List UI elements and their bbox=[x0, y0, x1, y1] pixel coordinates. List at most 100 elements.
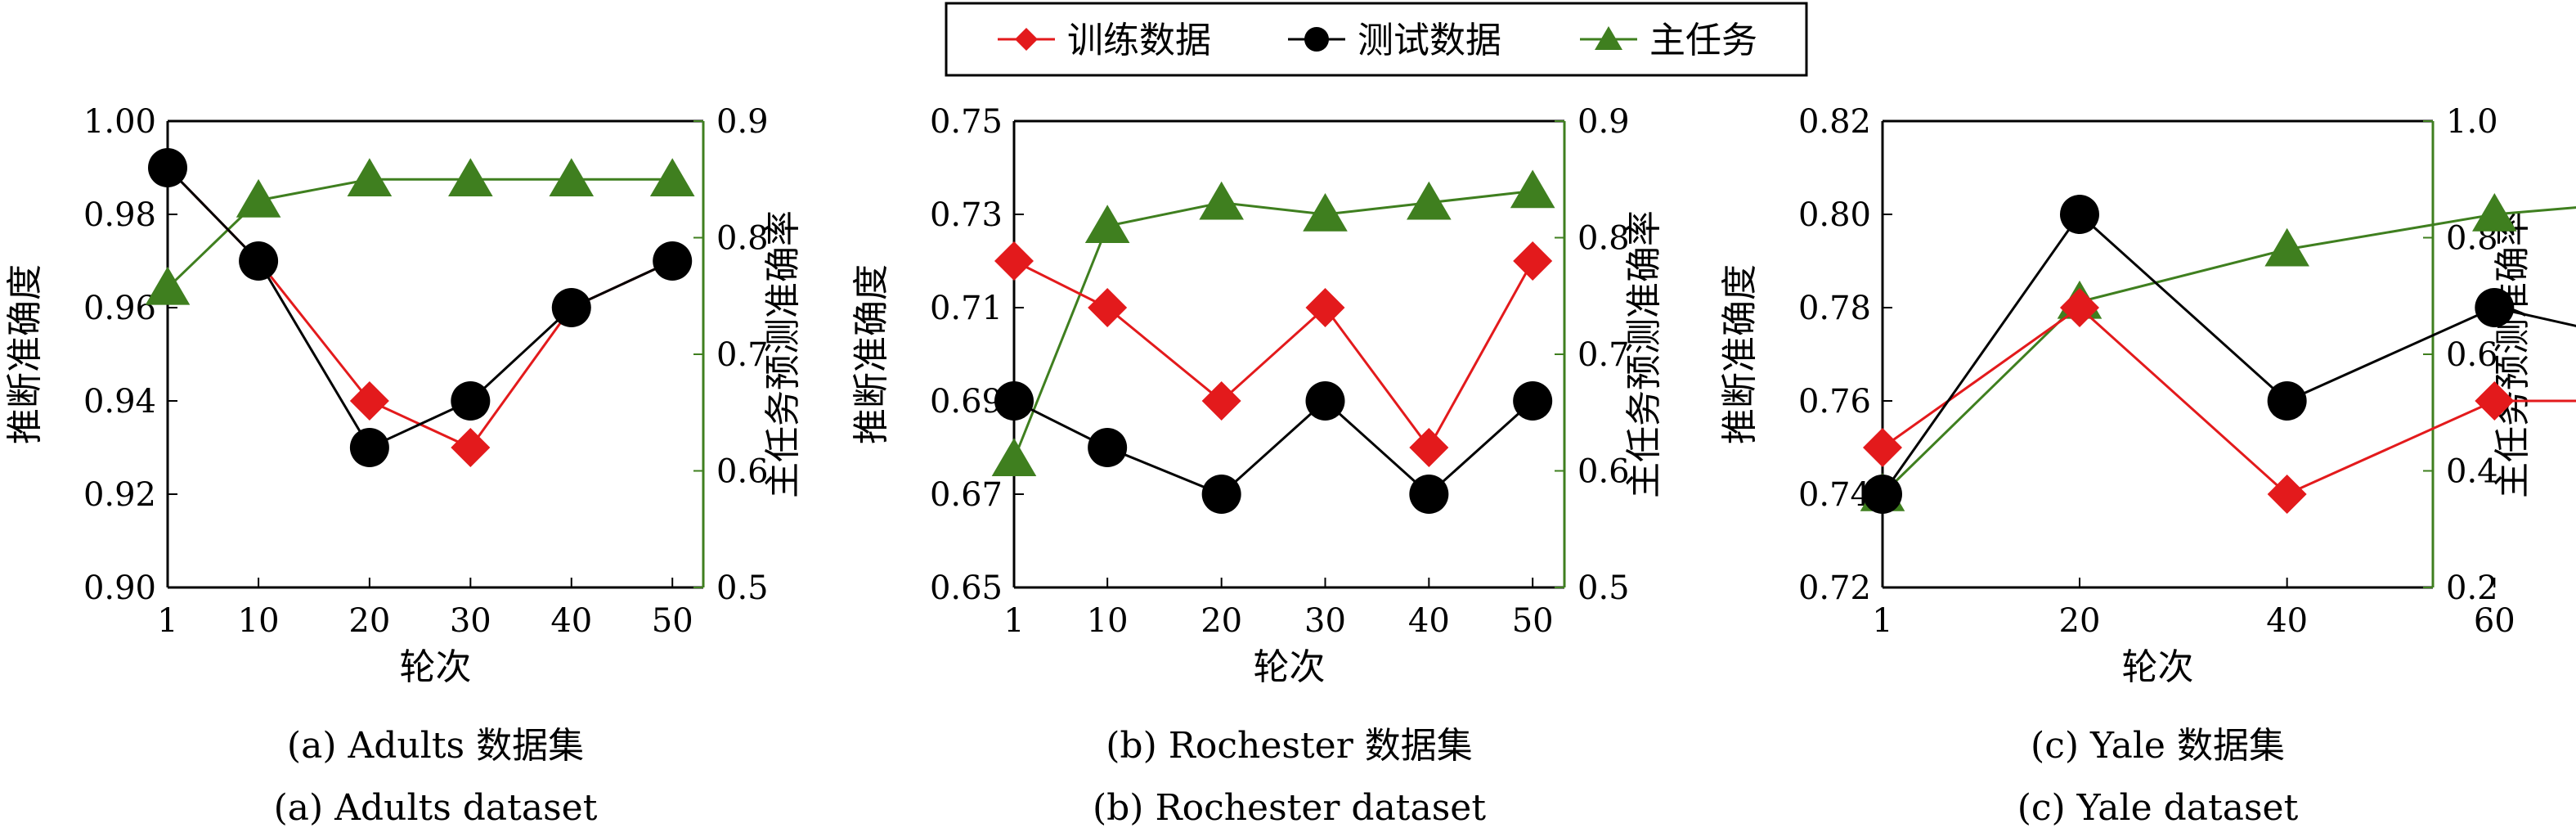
series-0 bbox=[1863, 288, 2576, 514]
x-tick-label: 1 bbox=[157, 602, 177, 640]
y-tick-label: 0.74 bbox=[1798, 476, 1871, 514]
series-0 bbox=[148, 148, 693, 467]
data-point-test bbox=[451, 381, 491, 421]
x-tick-label: 50 bbox=[652, 602, 693, 640]
series-1 bbox=[994, 381, 1553, 514]
x-tick-label: 20 bbox=[1200, 602, 1242, 640]
y-tick-label: 0.98 bbox=[83, 196, 156, 234]
legend-box bbox=[945, 2, 1808, 77]
legend-item-main: 主任务 bbox=[1580, 20, 1757, 61]
data-point-test bbox=[653, 241, 693, 281]
x-tick-label: 40 bbox=[1408, 602, 1450, 640]
x-tick-label: 60 bbox=[2474, 602, 2515, 640]
data-point-main bbox=[1510, 169, 1555, 209]
data-point-train bbox=[1088, 288, 1128, 327]
charts: 1 10 20 30 40 50 0.90 0.92 0.94 0.96 0.98 1.00 0.5 0.… bbox=[4, 103, 2576, 829]
x-tick-label: 10 bbox=[1087, 602, 1129, 640]
data-point-train bbox=[2059, 288, 2099, 327]
data-point-test bbox=[148, 148, 187, 187]
y-tick-label: 0.72 bbox=[1798, 569, 1871, 607]
y2-tick-label: 0.9 bbox=[716, 103, 769, 141]
data-point-main bbox=[1084, 205, 1130, 244]
y2-tick-label: 0.8 bbox=[1577, 220, 1630, 258]
data-point-train bbox=[1201, 381, 1241, 421]
caption-cn: (c) Yale 数据集 bbox=[2031, 725, 2285, 767]
series-line bbox=[1882, 306, 2576, 496]
y-tick-label: 0.69 bbox=[930, 383, 1003, 421]
y-tick-label: 0.67 bbox=[930, 476, 1003, 514]
data-point-train bbox=[1305, 288, 1345, 327]
data-point-test bbox=[551, 288, 591, 327]
legend: 训练数据 测试数据 主任务 bbox=[945, 2, 1808, 77]
x-tick-label: 1 bbox=[1872, 602, 1892, 640]
y2-tick-label: 0.2 bbox=[2446, 569, 2498, 607]
y-tick-label: 0.82 bbox=[1798, 103, 1871, 141]
x-tick-label: 20 bbox=[348, 602, 390, 640]
series-line bbox=[1012, 190, 1533, 460]
caption-cn: (a) Adults 数据集 bbox=[287, 725, 584, 767]
y-tick-label: 0.76 bbox=[1798, 383, 1871, 421]
y2-tick-label: 1.0 bbox=[2446, 103, 2498, 141]
y2-axis-label: 主任务预测准确率 bbox=[2492, 210, 2533, 498]
series-line bbox=[1881, 206, 2576, 496]
data-point-test bbox=[1305, 381, 1345, 421]
y2-tick-label: 0.8 bbox=[716, 220, 769, 258]
data-point-main bbox=[649, 158, 695, 197]
data-point-test bbox=[1088, 428, 1128, 467]
data-point-main bbox=[1303, 193, 1348, 232]
chart-panel-2: 1204060801000.720.740.760.780.800.820.20… bbox=[1719, 103, 2576, 829]
y-tick-label: 0.90 bbox=[83, 569, 156, 607]
y2-tick-label: 0.4 bbox=[2446, 453, 2498, 491]
y2-tick-label: 0.6 bbox=[1577, 453, 1630, 491]
y-axis-label: 推断准确度 bbox=[4, 264, 46, 444]
y-axis-label: 推断准确度 bbox=[850, 264, 892, 444]
y-tick-label: 0.80 bbox=[1798, 196, 1871, 234]
data-point-train bbox=[349, 381, 389, 421]
data-point-test bbox=[2475, 288, 2515, 327]
data-point-test bbox=[1863, 475, 1902, 514]
data-point-train bbox=[994, 241, 1034, 281]
y-tick-label: 0.75 bbox=[930, 103, 1003, 141]
data-point-train bbox=[451, 428, 491, 467]
y-tick-label: 0.71 bbox=[930, 290, 1003, 327]
x-tick-label: 30 bbox=[1304, 602, 1346, 640]
legend-item-test: 测试数据 bbox=[1288, 20, 1501, 61]
x-axis-label: 轮次 bbox=[2122, 646, 2194, 688]
y2-tick-label: 0.6 bbox=[2446, 336, 2498, 374]
data-point-test bbox=[2059, 195, 2099, 234]
series-0 bbox=[994, 241, 1553, 467]
legend-label-main: 主任务 bbox=[1649, 20, 1757, 61]
data-point-test bbox=[1409, 475, 1449, 514]
data-point-train bbox=[1863, 428, 1902, 467]
y-tick-label: 1.00 bbox=[83, 103, 156, 141]
data-point-main bbox=[145, 266, 191, 305]
x-axis-label: 轮次 bbox=[1254, 646, 1326, 688]
data-point-main bbox=[347, 158, 393, 197]
data-point-main bbox=[448, 158, 493, 197]
y2-tick-label: 0.9 bbox=[1577, 103, 1630, 141]
y2-tick-label: 0.5 bbox=[1577, 569, 1630, 607]
x-axis-label: 轮次 bbox=[400, 646, 472, 688]
y2-tick-label: 0.7 bbox=[716, 336, 769, 374]
series-line bbox=[1881, 212, 2576, 495]
y-tick-label: 0.96 bbox=[83, 290, 156, 327]
data-point-train bbox=[2267, 475, 2307, 514]
y2-tick-label: 0.6 bbox=[716, 453, 769, 491]
data-point-test bbox=[1513, 381, 1553, 421]
y2-axis-label: 主任务预测准确率 bbox=[1623, 210, 1665, 498]
data-point-test bbox=[239, 241, 279, 281]
series-1 bbox=[1863, 195, 2576, 514]
series-1 bbox=[148, 148, 693, 467]
legend-label-train: 训练数据 bbox=[1067, 20, 1211, 61]
data-point-test bbox=[349, 428, 389, 467]
legend-label-test: 测试数据 bbox=[1358, 20, 1501, 61]
series-line bbox=[1013, 259, 1534, 450]
y2-tick-label: 0.7 bbox=[1577, 336, 1630, 374]
y-tick-label: 0.92 bbox=[83, 476, 156, 514]
caption-en: (c) Yale dataset bbox=[2017, 787, 2299, 829]
y-tick-label: 0.65 bbox=[930, 569, 1003, 607]
data-point-main bbox=[2264, 227, 2309, 267]
caption-cn: (b) Rochester 数据集 bbox=[1106, 725, 1472, 767]
y-tick-label: 0.73 bbox=[930, 196, 1003, 234]
